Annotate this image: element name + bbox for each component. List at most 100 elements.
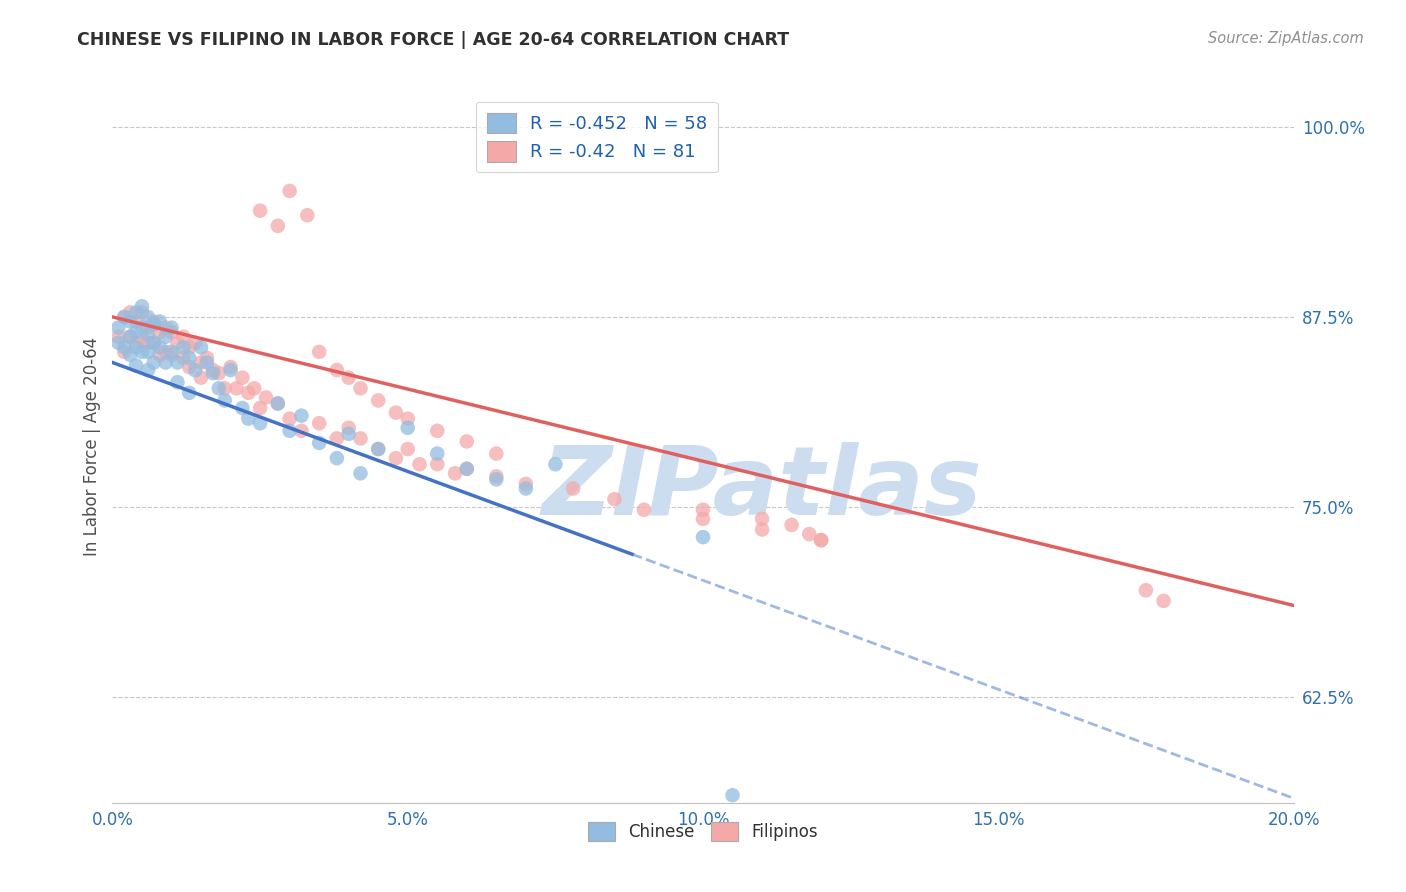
Point [112, 310, 135, 324]
Point [149, 325, 172, 339]
Point [208, 366, 231, 380]
Point [172, 340, 194, 354]
Point [515, 482, 537, 496]
Point [136, 310, 159, 324]
Point [160, 320, 183, 334]
Point [190, 340, 212, 354]
Point [120, 329, 142, 343]
Point [160, 348, 183, 362]
Point [249, 203, 271, 218]
Point [172, 329, 194, 343]
Point [721, 788, 744, 802]
Point [544, 457, 567, 471]
Point [142, 314, 165, 328]
Point [385, 451, 408, 466]
Point [278, 424, 301, 438]
Point [155, 320, 177, 334]
Point [349, 431, 371, 445]
Point [136, 320, 159, 334]
Point [290, 424, 312, 438]
Point [166, 355, 188, 369]
Point [278, 411, 301, 425]
Point [184, 335, 207, 350]
Point [179, 385, 201, 400]
Point [125, 340, 148, 354]
Point [326, 431, 349, 445]
Point [396, 421, 419, 435]
Point [349, 381, 371, 395]
Point [456, 462, 478, 476]
Point [166, 376, 188, 390]
Point [149, 340, 172, 354]
Point [326, 451, 349, 466]
Point [367, 393, 389, 408]
Point [485, 472, 508, 486]
Point [131, 344, 153, 359]
Point [426, 424, 449, 438]
Point [125, 325, 148, 339]
Point [751, 512, 773, 526]
Point [254, 391, 277, 405]
Point [290, 409, 312, 423]
Point [112, 310, 135, 324]
Point [278, 184, 301, 198]
Point [125, 335, 148, 350]
Point [308, 344, 330, 359]
Point [426, 457, 449, 471]
Point [120, 305, 142, 319]
Point [125, 305, 148, 319]
Point [136, 328, 159, 343]
Point [201, 363, 224, 377]
Point [515, 477, 537, 491]
Point [172, 351, 194, 365]
Point [267, 396, 290, 410]
Point [810, 533, 832, 548]
Point [131, 320, 153, 334]
Point [456, 434, 478, 449]
Point [385, 406, 408, 420]
Point [195, 355, 218, 369]
Point [136, 344, 159, 359]
Point [142, 318, 165, 332]
Point [142, 335, 165, 350]
Point [190, 370, 212, 384]
Point [337, 421, 360, 435]
Point [367, 442, 389, 456]
Point [238, 385, 260, 400]
Point [155, 355, 177, 369]
Point [112, 344, 135, 359]
Point [308, 416, 330, 430]
Legend: Chinese, Filipinos: Chinese, Filipinos [582, 815, 824, 848]
Point [107, 329, 129, 343]
Point [810, 533, 832, 548]
Point [367, 442, 389, 456]
Point [201, 366, 224, 380]
Point [112, 340, 135, 354]
Point [219, 359, 242, 374]
Text: ZIPatlas: ZIPatlas [541, 442, 983, 535]
Point [195, 351, 218, 365]
Point [120, 329, 142, 343]
Point [326, 363, 349, 377]
Point [155, 344, 177, 359]
Point [120, 314, 142, 328]
Point [184, 363, 207, 377]
Point [562, 482, 585, 496]
Point [485, 447, 508, 461]
Point [131, 333, 153, 347]
Point [308, 436, 330, 450]
Point [160, 325, 183, 339]
Point [456, 462, 478, 476]
Point [136, 335, 159, 350]
Point [190, 355, 212, 369]
Point [426, 447, 449, 461]
Point [297, 208, 319, 222]
Point [238, 411, 260, 425]
Point [155, 329, 177, 343]
Point [136, 363, 159, 377]
Point [166, 335, 188, 350]
Point [692, 512, 714, 526]
Y-axis label: In Labor Force | Age 20-64: In Labor Force | Age 20-64 [83, 336, 101, 556]
Point [692, 502, 714, 516]
Point [1153, 594, 1175, 608]
